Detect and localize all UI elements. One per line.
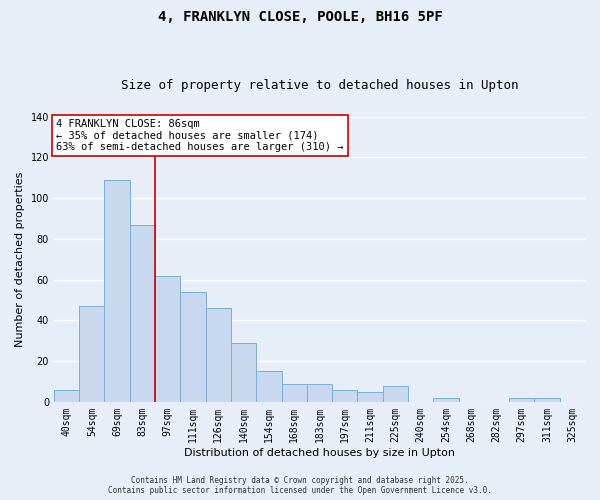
Bar	[433, 398, 458, 402]
Bar	[104, 180, 130, 402]
Text: 4 FRANKLYN CLOSE: 86sqm
← 35% of detached houses are smaller (174)
63% of semi-d: 4 FRANKLYN CLOSE: 86sqm ← 35% of detache…	[56, 119, 344, 152]
Text: Contains HM Land Registry data © Crown copyright and database right 2025.
Contai: Contains HM Land Registry data © Crown c…	[108, 476, 492, 495]
Bar	[358, 392, 383, 402]
Y-axis label: Number of detached properties: Number of detached properties	[15, 172, 25, 347]
Bar	[130, 224, 155, 402]
Bar	[231, 343, 256, 402]
Bar	[54, 390, 79, 402]
Text: 4, FRANKLYN CLOSE, POOLE, BH16 5PF: 4, FRANKLYN CLOSE, POOLE, BH16 5PF	[158, 10, 442, 24]
Bar	[155, 276, 181, 402]
Bar	[281, 384, 307, 402]
Bar	[509, 398, 535, 402]
Title: Size of property relative to detached houses in Upton: Size of property relative to detached ho…	[121, 79, 518, 92]
Bar	[256, 372, 281, 402]
Bar	[206, 308, 231, 402]
Bar	[79, 306, 104, 402]
Bar	[383, 386, 408, 402]
Bar	[535, 398, 560, 402]
Bar	[332, 390, 358, 402]
Bar	[181, 292, 206, 402]
X-axis label: Distribution of detached houses by size in Upton: Distribution of detached houses by size …	[184, 448, 455, 458]
Bar	[307, 384, 332, 402]
